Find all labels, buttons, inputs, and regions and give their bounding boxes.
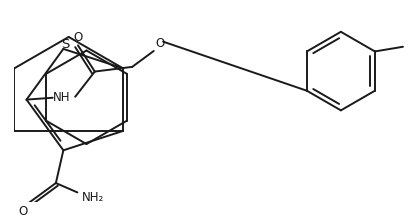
Text: O: O: [73, 31, 83, 44]
Text: NH₂: NH₂: [82, 191, 104, 203]
Text: O: O: [155, 37, 165, 50]
Text: S: S: [61, 38, 69, 51]
Text: O: O: [18, 205, 28, 216]
Text: NH: NH: [54, 91, 71, 104]
